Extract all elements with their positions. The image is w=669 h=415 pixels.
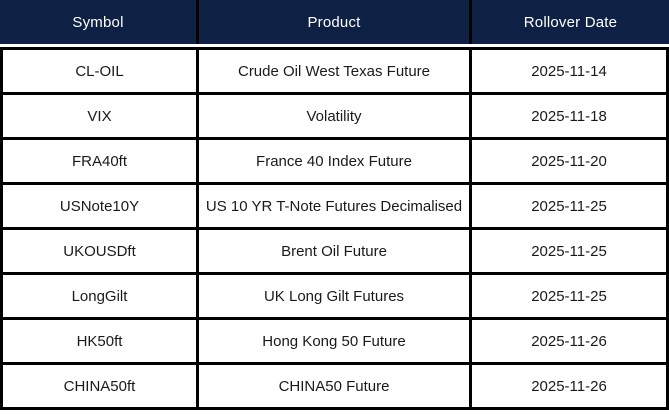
table-cell-symbol: UKOUSDft (3, 230, 196, 272)
table-cell-product: Brent Oil Future (199, 230, 469, 272)
table-cell-symbol: VIX (3, 95, 196, 137)
column-header-rollover-date: Rollover Date (472, 0, 669, 44)
table-cell-rollover_date: 2025-11-26 (472, 320, 666, 362)
table-cell-product: UK Long Gilt Futures (199, 275, 469, 317)
table-cell-rollover_date: 2025-11-18 (472, 95, 666, 137)
column-header-symbol: Symbol (0, 0, 196, 44)
table-cell-rollover_date: 2025-11-25 (472, 230, 666, 272)
header-body-divider (0, 44, 669, 47)
table-cell-symbol: USNote10Y (3, 185, 196, 227)
table-cell-product: Volatility (199, 95, 469, 137)
table-cell-rollover_date: 2025-11-20 (472, 140, 666, 182)
table-cell-rollover_date: 2025-11-25 (472, 275, 666, 317)
table-cell-rollover_date: 2025-11-25 (472, 185, 666, 227)
table-cell-symbol: FRA40ft (3, 140, 196, 182)
table-cell-rollover_date: 2025-11-14 (472, 50, 666, 92)
table-cell-product: Crude Oil West Texas Future (199, 50, 469, 92)
table-header-row: Symbol Product Rollover Date (0, 0, 669, 44)
table-cell-product: France 40 Index Future (199, 140, 469, 182)
table-cell-rollover_date: 2025-11-26 (472, 365, 666, 407)
table-cell-product: US 10 YR T-Note Futures Decimalised (199, 185, 469, 227)
table-cell-symbol: LongGilt (3, 275, 196, 317)
table-cell-symbol: HK50ft (3, 320, 196, 362)
table-cell-symbol: CHINA50ft (3, 365, 196, 407)
table-cell-product: CHINA50 Future (199, 365, 469, 407)
table-body: CL-OIL Crude Oil West Texas Future 2025-11… (0, 47, 669, 410)
table-cell-symbol: CL-OIL (3, 50, 196, 92)
column-header-product: Product (199, 0, 469, 44)
table-cell-product: Hong Kong 50 Future (199, 320, 469, 362)
